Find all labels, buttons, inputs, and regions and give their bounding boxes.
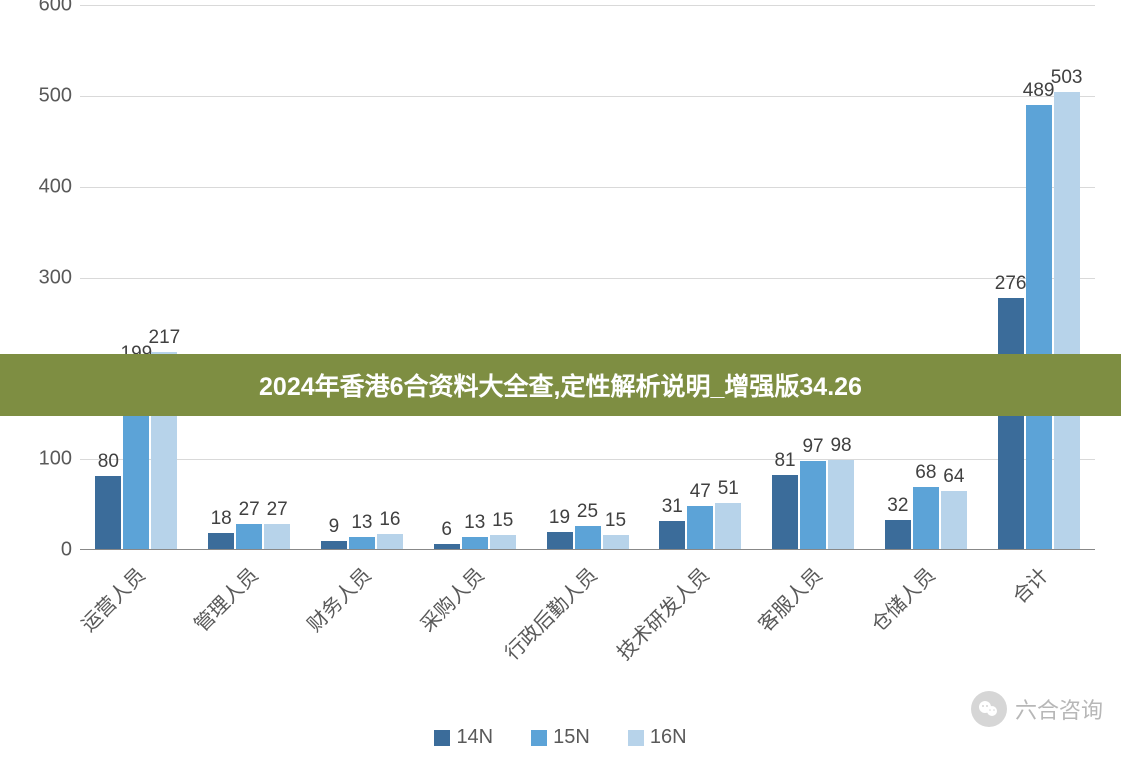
bar-value-label: 9 (329, 516, 340, 538)
bar-value-label: 276 (995, 273, 1027, 295)
legend-label: 14N (456, 726, 493, 749)
bar-value-label: 25 (577, 501, 598, 523)
bar: 19 (547, 532, 573, 549)
bar-group: 192515 (547, 526, 629, 549)
watermark-text: 六合咨询 (1015, 693, 1103, 725)
bar-group: 276489503 (998, 92, 1080, 549)
y-tick-label: 100 (39, 448, 72, 471)
gridline (80, 96, 1095, 97)
bar-value-label: 217 (149, 327, 181, 349)
bar-value-label: 489 (1023, 80, 1055, 102)
watermark: 六合咨询 (971, 691, 1103, 727)
bar-group: 819798 (772, 460, 854, 549)
legend-label: 15N (553, 726, 590, 749)
plot-area: 8019921718272791316613151925153147518197… (80, 5, 1095, 550)
x-tick-label: 合计 (1004, 560, 1053, 609)
bar-value-label: 68 (915, 462, 936, 484)
bar-value-label: 16 (379, 509, 400, 531)
bar: 15 (490, 535, 516, 549)
x-axis-labels: 运营人员管理人员财务人员采购人员行政后勤人员技术研发人员客服人员仓储人员合计 (80, 560, 1095, 680)
bar-group: 326864 (885, 487, 967, 549)
gridline (80, 278, 1095, 279)
x-tick-label: 客服人员 (750, 560, 827, 637)
bar: 32 (885, 520, 911, 549)
bar: 97 (800, 461, 826, 549)
bar-value-label: 15 (492, 510, 513, 532)
bar: 31 (659, 521, 685, 549)
bar-value-label: 51 (718, 478, 739, 500)
bar: 68 (913, 487, 939, 549)
bar-value-label: 31 (662, 496, 683, 518)
x-tick-label: 管理人员 (187, 560, 264, 637)
wechat-icon (971, 691, 1007, 727)
bar: 18 (208, 533, 234, 549)
chart-container: 0100200300400500600 80199217182727913166… (30, 5, 1095, 685)
bar: 47 (687, 506, 713, 549)
y-tick-label: 0 (61, 539, 72, 562)
bar-value-label: 13 (351, 512, 372, 534)
bar: 81 (772, 475, 798, 549)
gridline (80, 187, 1095, 188)
bar: 503 (1054, 92, 1080, 549)
bar-value-label: 97 (802, 436, 823, 458)
x-tick-label: 行政后勤人员 (497, 560, 602, 665)
x-tick-label: 采购人员 (412, 560, 489, 637)
bar-value-label: 19 (549, 507, 570, 529)
overlay-banner: 2024年香港6合资料大全查,定性解析说明_增强版34.26 (0, 354, 1121, 416)
bar-group: 314751 (659, 503, 741, 549)
x-tick-label: 技术研发人员 (609, 560, 714, 665)
bar-group: 182727 (208, 524, 290, 549)
x-tick-label: 运营人员 (74, 560, 151, 637)
bar-value-label: 15 (605, 510, 626, 532)
legend-swatch (434, 730, 450, 746)
bar: 276 (998, 298, 1024, 549)
x-tick-label: 仓储人员 (863, 560, 940, 637)
bar: 16 (377, 534, 403, 549)
x-tick-label: 财务人员 (299, 560, 376, 637)
bar-value-label: 32 (887, 495, 908, 517)
bar-value-label: 6 (441, 519, 452, 541)
legend-item: 16N (628, 726, 687, 749)
bar-value-label: 47 (690, 481, 711, 503)
legend-item: 14N (434, 726, 493, 749)
bar: 27 (264, 524, 290, 549)
y-tick-label: 500 (39, 84, 72, 107)
overlay-text: 2024年香港6合资料大全查,定性解析说明_增强版34.26 (259, 367, 862, 403)
bar-value-label: 98 (830, 435, 851, 457)
bar-value-label: 27 (239, 499, 260, 521)
gridline (80, 5, 1095, 6)
bar: 25 (575, 526, 601, 549)
bar-value-label: 81 (774, 450, 795, 472)
bar-value-label: 27 (267, 499, 288, 521)
legend-item: 15N (531, 726, 590, 749)
bar-value-label: 64 (943, 466, 964, 488)
bar: 6 (434, 544, 460, 549)
legend-swatch (628, 730, 644, 746)
bar: 98 (828, 460, 854, 549)
bar: 27 (236, 524, 262, 549)
bar: 13 (349, 537, 375, 549)
bar: 9 (321, 541, 347, 549)
y-tick-label: 300 (39, 266, 72, 289)
bar-group: 61315 (434, 535, 516, 549)
legend: 14N 15N 16N (0, 726, 1121, 749)
gridline (80, 459, 1095, 460)
legend-swatch (531, 730, 547, 746)
bar: 80 (95, 476, 121, 549)
bar: 13 (462, 537, 488, 549)
bar-value-label: 503 (1051, 67, 1083, 89)
bar-value-label: 80 (98, 451, 119, 473)
bar: 15 (603, 535, 629, 549)
y-tick-label: 400 (39, 175, 72, 198)
bar-group: 91316 (321, 534, 403, 549)
bar: 64 (941, 491, 967, 549)
y-tick-label: 600 (39, 0, 72, 17)
bar: 489 (1026, 105, 1052, 549)
legend-label: 16N (650, 726, 687, 749)
y-axis: 0100200300400500600 (30, 5, 80, 685)
bar-value-label: 18 (211, 508, 232, 530)
bar-value-label: 13 (464, 512, 485, 534)
bar: 51 (715, 503, 741, 549)
